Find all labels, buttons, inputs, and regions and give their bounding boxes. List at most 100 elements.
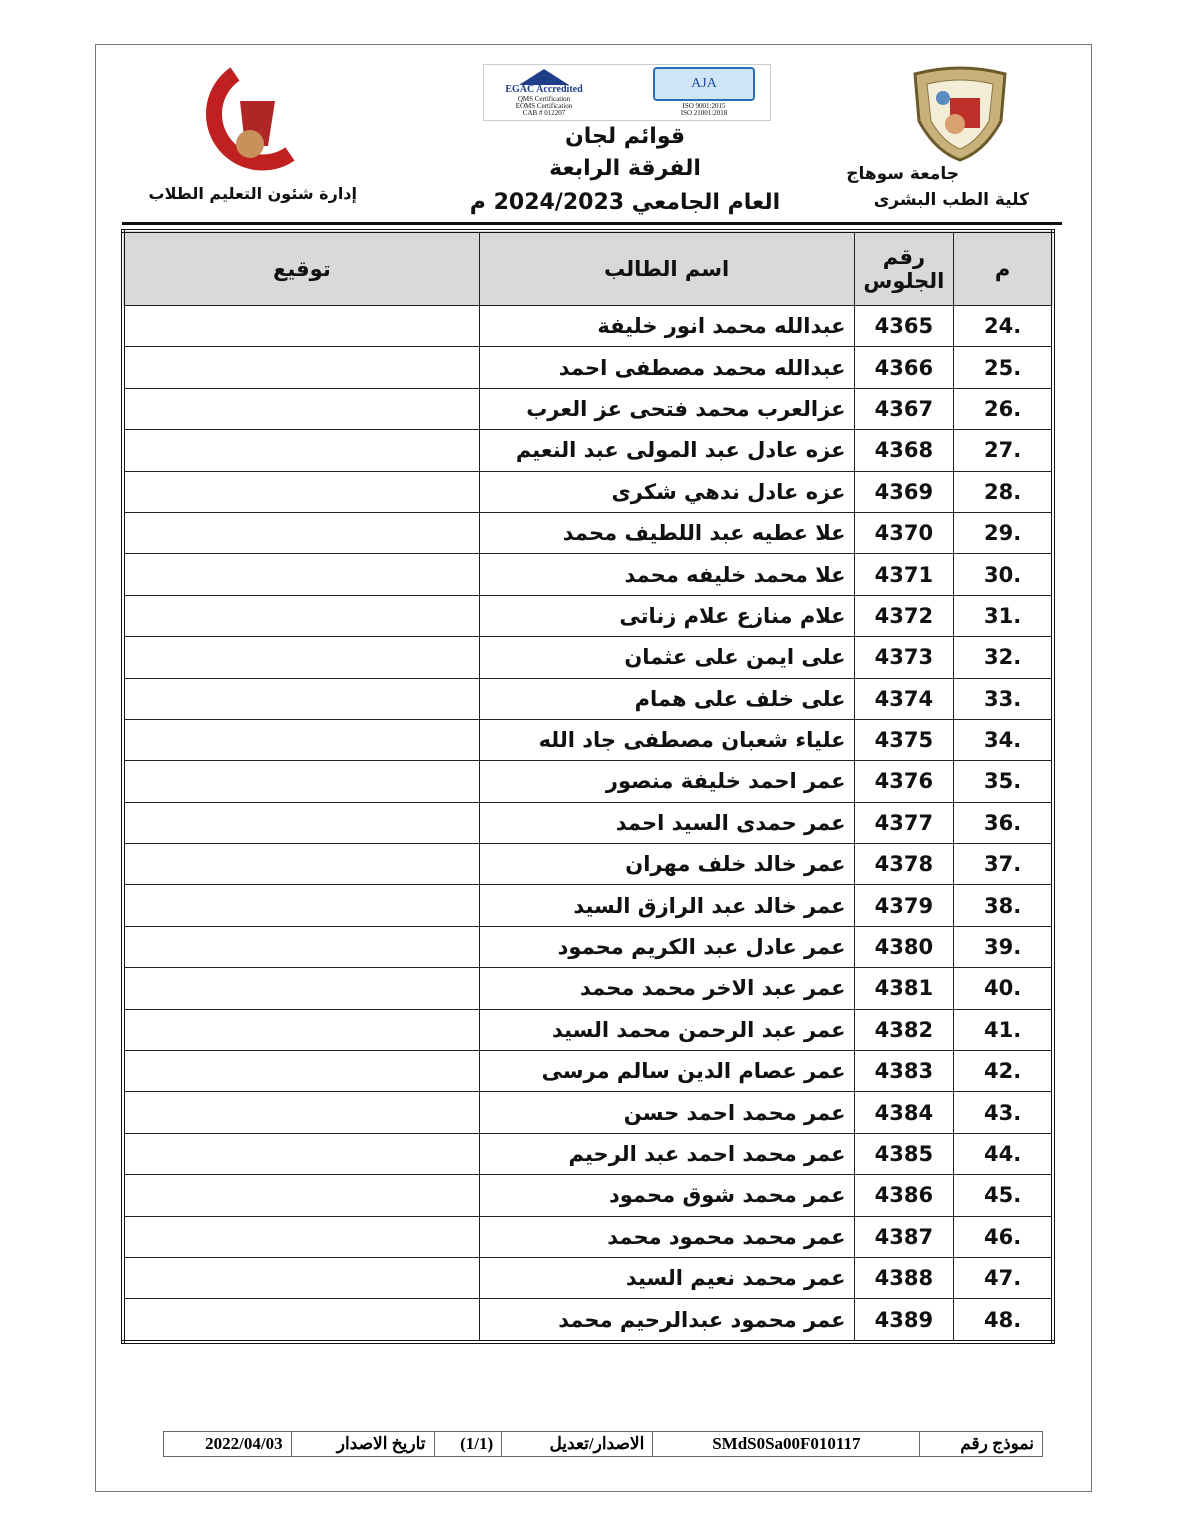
student-name: عمر عبد الرحمن محمد السيد [478, 1008, 855, 1052]
signature-cell [122, 1132, 480, 1176]
faculty-name: كلية الطب البشرى [873, 190, 1029, 210]
signature-cell [122, 511, 480, 555]
row-index: .41 [953, 1008, 1054, 1052]
seat-number: 4389 [853, 1298, 955, 1343]
student-name: عمر محمود عبدالرحيم محمد [478, 1298, 855, 1343]
row-index: .24 [953, 304, 1054, 348]
title-academic-year: العام الجامعي 2024/2023 م [469, 190, 781, 215]
row-index: .33 [953, 677, 1054, 720]
row-index: .37 [953, 843, 1054, 886]
signature-cell [122, 718, 480, 762]
row-index: .30 [953, 553, 1054, 596]
signature-cell [122, 594, 480, 638]
issue-date-label: تاريخ الاصدار [290, 1431, 435, 1457]
form-number-label: نموذج رقم [919, 1431, 1043, 1457]
header-seat-number: رقم الجلوس [853, 230, 955, 306]
student-name: عمر محمد محمود محمد [478, 1215, 855, 1258]
signature-cell [122, 1174, 480, 1217]
table-row: .46 4387 عمر محمد محمود محمد [122, 1215, 1054, 1258]
seat-number: 4380 [853, 925, 955, 969]
student-name: عمر حمدى السيد احمد [478, 801, 855, 845]
title-committees: قوائم لجان [564, 124, 686, 149]
row-index: .27 [953, 429, 1054, 472]
seat-number: 4385 [853, 1132, 955, 1176]
seat-number: 4382 [853, 1008, 955, 1052]
student-name: عمر خالد عبد الرازق السيد [478, 884, 855, 927]
table-row: .48 4389 عمر محمود عبدالرحيم محمد [122, 1298, 1054, 1343]
signature-cell [122, 1091, 480, 1134]
certification-logo-graphics [519, 67, 755, 101]
table-row: .35 4376 عمر احمد خليفة منصور [122, 760, 1054, 803]
row-index: .26 [953, 387, 1054, 431]
student-name: علام منازع علام زناتى [478, 594, 855, 638]
seat-number: 4366 [853, 346, 955, 389]
row-index: .45 [953, 1174, 1054, 1217]
cab-number-text: CAB # 012207 [522, 109, 566, 117]
table-row: .33 4374 على خلف على همام [122, 677, 1054, 720]
table-row: .27 4368 عزه عادل عبد المولى عبد النعيم [122, 429, 1054, 472]
signature-cell [122, 884, 480, 927]
signature-cell [122, 553, 480, 596]
signature-cell [122, 925, 480, 969]
table-row: .31 4372 علام منازع علام زناتى [122, 594, 1054, 638]
row-index: .38 [953, 884, 1054, 927]
seat-number: 4388 [853, 1256, 955, 1300]
table-row: .44 4385 عمر محمد احمد عبد الرحيم [122, 1132, 1054, 1176]
row-index: .42 [953, 1050, 1054, 1093]
table-row: .41 4382 عمر عبد الرحمن محمد السيد [122, 1008, 1054, 1052]
header-index: م [953, 230, 1054, 306]
signature-cell [122, 1215, 480, 1258]
header-signature: توقيع [122, 230, 480, 306]
signature-cell [122, 1050, 480, 1093]
table-row: .24 4365 عبدالله محمد انور خليفة [122, 304, 1054, 348]
egac-accredited-text: EGAC Accredited [505, 84, 583, 95]
student-name: عمر محمد شوق محمود [478, 1174, 855, 1217]
signature-cell [122, 346, 480, 389]
signature-cell [122, 636, 480, 679]
row-index: .28 [953, 470, 1054, 513]
header-student-name: اسم الطالب [478, 230, 855, 306]
table-row: .28 4369 عزه عادل ندهي شكرى [122, 470, 1054, 513]
issue-date-value: 2022/04/03 [163, 1431, 292, 1457]
student-name: عزالعرب محمد فتحى عز العرب [478, 387, 855, 431]
seat-number: 4383 [853, 1050, 955, 1093]
signature-cell [122, 677, 480, 720]
table-row: .47 4388 عمر محمد نعيم السيد [122, 1256, 1054, 1300]
table-row: .38 4379 عمر خالد عبد الرازق السيد [122, 884, 1054, 927]
table-header-row: م رقم الجلوس اسم الطالب توقيع [122, 230, 1054, 306]
seat-number: 4375 [853, 718, 955, 762]
page-frame [95, 44, 1092, 1492]
certification-logos: EGAC Accredited QMS Certification EOMS C… [483, 64, 771, 121]
seat-number: 4374 [853, 677, 955, 720]
table-row: .30 4371 علا محمد خليفه محمد [122, 553, 1054, 596]
student-name: عمر احمد خليفة منصور [478, 760, 855, 803]
row-index: .40 [953, 967, 1054, 1010]
row-index: .46 [953, 1215, 1054, 1258]
student-name: عمر عادل عبد الكريم محمود [478, 925, 855, 969]
student-name: عمر خالد خلف مهران [478, 843, 855, 886]
seat-number: 4379 [853, 884, 955, 927]
signature-cell [122, 387, 480, 431]
row-index: .25 [953, 346, 1054, 389]
signature-cell [122, 1008, 480, 1052]
table-row: .42 4383 عمر عصام الدين سالم مرسى [122, 1050, 1054, 1093]
student-affairs-caption: إدارة شئون التعليم الطلاب [148, 184, 357, 203]
student-name: عبدالله محمد انور خليفة [478, 304, 855, 348]
seat-number: 4371 [853, 553, 955, 596]
seat-number: 4376 [853, 760, 955, 803]
signature-cell [122, 801, 480, 845]
table-row: .43 4384 عمر محمد احمد حسن [122, 1091, 1054, 1134]
signature-cell [122, 967, 480, 1010]
seat-number: 4368 [853, 429, 955, 472]
signature-cell [122, 1256, 480, 1300]
seat-number: 4377 [853, 801, 955, 845]
signature-cell [122, 429, 480, 472]
eoms-certification-text: EOMS Certification [515, 102, 573, 110]
table-row: .36 4377 عمر حمدى السيد احمد [122, 801, 1054, 845]
header-divider [122, 222, 1062, 225]
table-body: .24 4365 عبدالله محمد انور خليفة .25 4366 عبد… [122, 304, 1054, 1343]
student-name: عزه عادل ندهي شكرى [478, 470, 855, 513]
table-row: .37 4378 عمر خالد خلف مهران [122, 843, 1054, 886]
version-label: الاصدار/تعديل [501, 1431, 654, 1457]
student-name: عمر عبد الاخر محمد محمد [478, 967, 855, 1010]
